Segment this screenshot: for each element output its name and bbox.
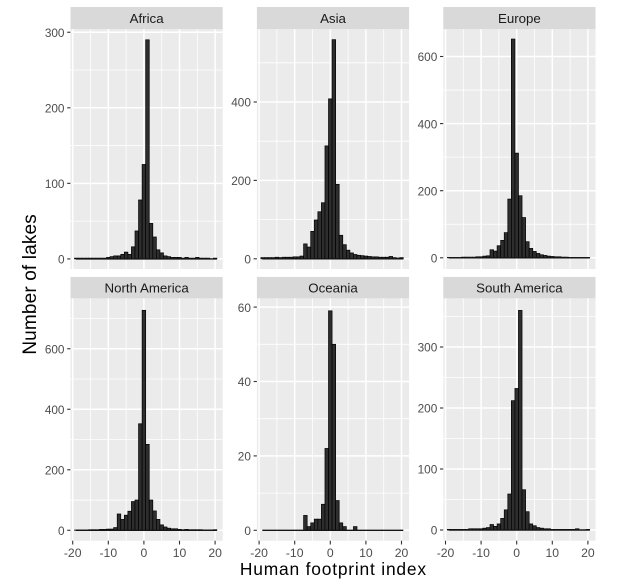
- svg-text:0: 0: [58, 253, 65, 267]
- svg-text:-10: -10: [472, 546, 490, 560]
- svg-text:20: 20: [208, 546, 222, 560]
- svg-text:Oceania: Oceania: [308, 280, 358, 295]
- svg-text:Europe: Europe: [498, 11, 541, 26]
- svg-text:-20: -20: [250, 546, 268, 560]
- svg-text:Asia: Asia: [320, 11, 346, 26]
- svg-text:40: 40: [238, 375, 252, 389]
- svg-text:400: 400: [231, 96, 251, 110]
- svg-text:Number of lakes: Number of lakes: [20, 214, 41, 355]
- svg-text:20: 20: [238, 450, 252, 464]
- svg-text:0: 0: [431, 252, 438, 266]
- svg-text:-10: -10: [286, 546, 304, 560]
- svg-text:400: 400: [45, 403, 65, 417]
- svg-text:0: 0: [431, 524, 438, 538]
- svg-text:0: 0: [513, 546, 520, 560]
- svg-text:60: 60: [238, 301, 252, 315]
- svg-text:600: 600: [418, 50, 438, 64]
- svg-text:South America: South America: [476, 280, 563, 295]
- svg-text:Africa: Africa: [130, 11, 165, 26]
- svg-text:20: 20: [581, 546, 595, 560]
- svg-text:Human footprint index: Human footprint index: [240, 559, 427, 579]
- svg-text:400: 400: [418, 117, 438, 131]
- svg-text:600: 600: [45, 342, 65, 356]
- svg-text:0: 0: [244, 524, 251, 538]
- svg-text:0: 0: [141, 546, 148, 560]
- svg-text:10: 10: [546, 546, 560, 560]
- svg-text:-20: -20: [437, 546, 455, 560]
- svg-text:0: 0: [58, 524, 65, 538]
- svg-text:300: 300: [418, 341, 438, 355]
- svg-text:100: 100: [45, 177, 65, 191]
- svg-text:0: 0: [327, 546, 334, 560]
- svg-text:200: 200: [231, 174, 251, 188]
- svg-text:200: 200: [418, 402, 438, 416]
- svg-text:300: 300: [45, 26, 65, 40]
- svg-text:200: 200: [418, 184, 438, 198]
- svg-text:-10: -10: [99, 546, 117, 560]
- svg-text:200: 200: [45, 102, 65, 116]
- svg-text:200: 200: [45, 464, 65, 478]
- svg-text:10: 10: [173, 546, 187, 560]
- svg-text:100: 100: [418, 463, 438, 477]
- svg-text:20: 20: [395, 546, 409, 560]
- svg-text:0: 0: [244, 253, 251, 267]
- svg-text:North America: North America: [104, 280, 189, 295]
- svg-text:10: 10: [359, 546, 373, 560]
- svg-text:-20: -20: [64, 546, 82, 560]
